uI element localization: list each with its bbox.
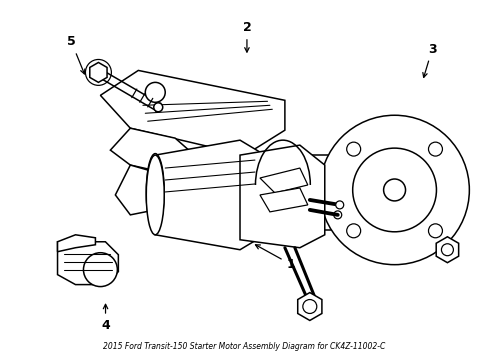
Text: 5: 5 [67,35,84,74]
Circle shape [319,115,468,265]
Text: 4: 4 [101,304,110,332]
Polygon shape [58,242,118,285]
Polygon shape [100,71,285,155]
Circle shape [346,142,360,156]
Polygon shape [115,165,185,215]
Circle shape [427,142,442,156]
Polygon shape [90,62,107,82]
Ellipse shape [146,155,164,235]
Polygon shape [58,235,95,252]
Polygon shape [435,237,458,263]
Polygon shape [110,128,200,175]
Circle shape [346,224,360,238]
Text: 3: 3 [422,42,436,77]
Circle shape [383,179,405,201]
Polygon shape [240,145,324,248]
Ellipse shape [145,82,165,102]
Circle shape [302,300,316,314]
Text: 2015 Ford Transit-150 Starter Motor Assembly Diagram for CK4Z-11002-C: 2015 Ford Transit-150 Starter Motor Asse… [102,342,385,351]
Circle shape [83,253,117,287]
Circle shape [441,244,452,256]
Circle shape [335,201,343,209]
Text: 1: 1 [255,245,295,271]
Polygon shape [297,293,321,320]
Circle shape [427,224,442,238]
Polygon shape [260,188,307,212]
Polygon shape [155,140,264,250]
Polygon shape [260,168,307,193]
Circle shape [153,103,163,112]
Text: 2: 2 [242,21,251,52]
Ellipse shape [146,154,164,230]
